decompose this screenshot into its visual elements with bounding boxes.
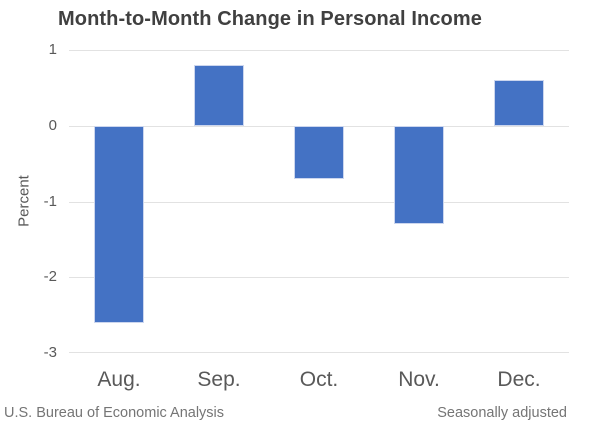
seasonal-adjustment-note: Seasonally adjusted bbox=[437, 405, 567, 421]
y-tick-label: 1 bbox=[48, 41, 57, 58]
gridline bbox=[69, 50, 569, 51]
y-tick-label: -2 bbox=[43, 268, 57, 286]
bar-sep bbox=[194, 65, 244, 126]
x-category-label: Oct. bbox=[299, 368, 339, 391]
x-category-label: Sep. bbox=[197, 368, 241, 391]
x-category-label: Dec. bbox=[497, 368, 541, 391]
x-category-label: Aug. bbox=[97, 368, 141, 391]
x-axis: Aug. Sep. Oct. Nov. Dec. bbox=[69, 368, 569, 396]
bar-nov bbox=[394, 125, 444, 225]
chart-title: Month-to-Month Change in Personal Income bbox=[58, 8, 482, 30]
gridline bbox=[69, 277, 569, 279]
gridline bbox=[69, 352, 569, 353]
gridline bbox=[69, 201, 569, 203]
bar-aug bbox=[94, 125, 144, 323]
plot-area bbox=[69, 50, 569, 353]
x-category-label: Nov. bbox=[398, 368, 440, 391]
bar-dec bbox=[494, 80, 544, 126]
y-tick-label: -3 bbox=[43, 344, 57, 361]
y-tick-label: -1 bbox=[43, 192, 57, 210]
source-note: U.S. Bureau of Economic Analysis bbox=[4, 405, 225, 421]
y-tick-label: 0 bbox=[48, 116, 57, 134]
bar-oct bbox=[294, 125, 344, 179]
